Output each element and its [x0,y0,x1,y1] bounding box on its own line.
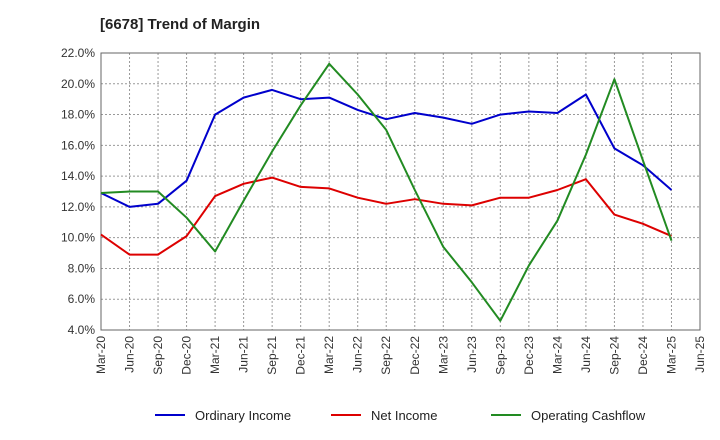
legend: Ordinary Income Net Income Operating Cashf… [155,408,646,423]
x-tick-label: Sep-21 [265,336,279,375]
x-tick-label: Mar-23 [436,336,450,374]
x-tick-label: Sep-23 [493,336,507,375]
y-tick-label: 12.0% [61,200,95,214]
x-tick-label: Sep-24 [607,336,621,375]
x-tick-label: Jun-20 [123,336,137,373]
x-tick-label: Dec-22 [408,336,422,375]
x-tick-label: Dec-21 [294,336,308,375]
legend-label-operating-cashflow: Operating Cashflow [531,408,646,423]
y-tick-label: 14.0% [61,169,95,183]
x-tick-label: Jun-23 [465,336,479,373]
x-tick-label: Mar-22 [322,336,336,374]
x-tick-label: Dec-24 [636,336,650,375]
x-tick-label: Mar-20 [94,336,108,374]
x-tick-label: Mar-24 [550,336,564,374]
y-tick-label: 22.0% [61,46,95,60]
y-tick-label: 8.0% [68,261,96,275]
y-tick-label: 18.0% [61,108,95,122]
legend-label-ordinary-income: Ordinary Income [195,408,291,423]
x-tick-label: Mar-21 [208,336,222,374]
plot-border [100,52,701,331]
x-tick-label: Mar-25 [664,336,678,374]
y-tick-label: 6.0% [68,292,96,306]
series-lines [100,62,673,322]
series-line-ordinary-income [100,88,673,208]
series-line-operating-cashflow [100,62,673,322]
x-tick-label: Dec-23 [522,336,536,375]
x-tick-label: Jun-21 [237,336,251,373]
x-tick-label: Jun-22 [351,336,365,373]
y-tick-label: 20.0% [61,77,95,91]
series-line-net-income [100,176,672,256]
legend-label-net-income: Net Income [371,408,437,423]
plot-area [101,53,700,330]
y-tick-label: 4.0% [68,323,96,337]
x-tick-label: Sep-20 [151,336,165,375]
y-tick-label: 16.0% [61,138,95,152]
y-tick-label: 10.0% [61,231,95,245]
x-tick-label: Sep-22 [379,336,393,375]
x-tick-label: Jun-25 [693,336,707,373]
chart-title: [6678] Trend of Margin [100,16,261,33]
x-tick-label: Dec-20 [180,336,194,375]
x-tick-label: Jun-24 [579,336,593,373]
axes: 4.0% 6.0% 8.0% 10.0% 12.0% 14.0% 16.0% 18.0% 20.… [61,46,707,375]
grid-lines [100,52,701,331]
